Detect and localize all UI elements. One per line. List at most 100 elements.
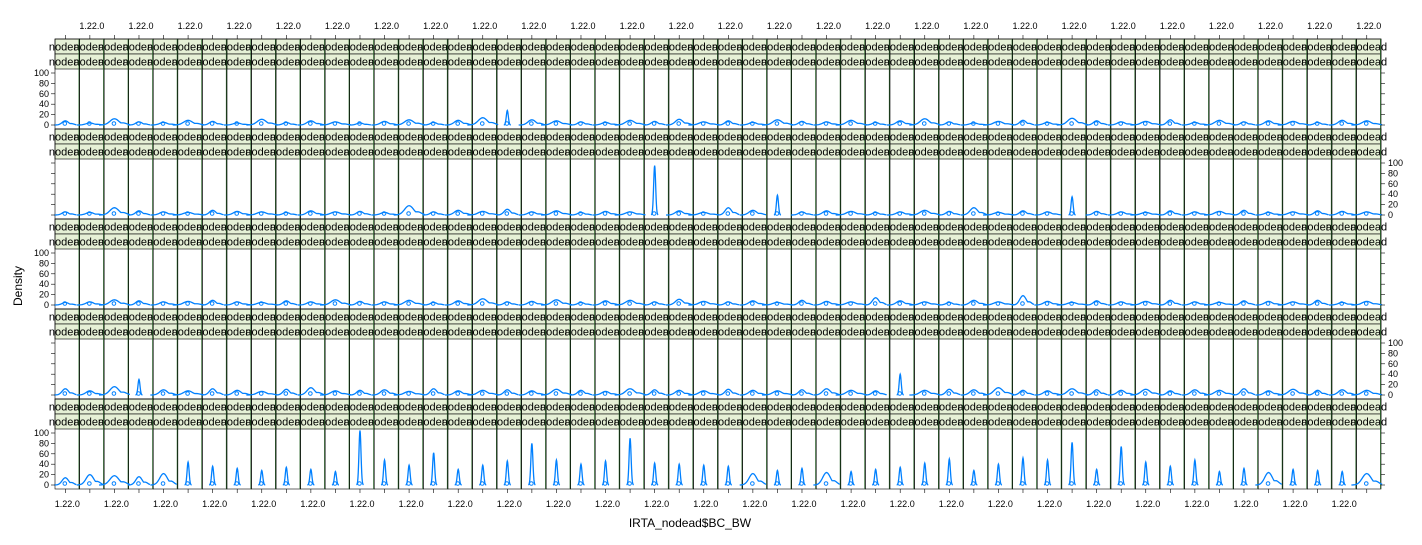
x-tick-label: 1.22.0: [276, 21, 301, 31]
rug-point: [676, 301, 682, 306]
strip-label: nodead: [1228, 42, 1265, 54]
strip-label: nodead: [344, 147, 381, 159]
strip-label: nodead: [589, 147, 626, 159]
strip-label: nodead: [1301, 402, 1338, 414]
strip-label: nodead: [1056, 42, 1093, 54]
rug-point: [897, 391, 903, 396]
strip-label: nodead: [663, 237, 700, 249]
rug-point: [479, 301, 485, 306]
strip-label: nodead: [908, 42, 945, 54]
density-curve: [1277, 388, 1309, 396]
rug-point: [1265, 121, 1271, 126]
density-curve: [246, 301, 278, 306]
rug-point: [627, 301, 632, 306]
strip-label: nodead: [270, 327, 307, 339]
rug-point: [283, 121, 289, 126]
x-tick-label: 1.22.0: [104, 499, 129, 509]
x-tick-label: 1.22.0: [742, 499, 767, 509]
rug-point: [332, 211, 338, 216]
x-tick-label: 1.22.0: [570, 21, 595, 31]
rug-point: [455, 301, 461, 306]
strip-label: nodead: [1301, 327, 1338, 339]
rug-point: [872, 211, 878, 216]
y-tick-label: 0: [1388, 390, 1393, 400]
x-tick-label: 1.22.0: [251, 499, 276, 509]
rug-point: [1339, 391, 1345, 396]
density-curve: [1011, 119, 1035, 126]
strip-label: nodead: [859, 42, 896, 54]
rug-point: [357, 211, 362, 216]
strip-label: nodead: [810, 222, 847, 234]
density-curve: [569, 121, 593, 126]
strip-label: nodead: [73, 402, 110, 414]
strip-label: nodead: [565, 417, 602, 429]
strip-label: nodead: [687, 57, 724, 69]
x-tick-label: 1.22.0: [423, 21, 448, 31]
density-curve: [518, 390, 546, 396]
strip-label: nodead: [1007, 237, 1044, 249]
strip-label: nodead: [294, 417, 331, 429]
strip-label: nodead: [1154, 57, 1191, 69]
strip-label: nodead: [393, 327, 430, 339]
strip-label: nodead: [172, 132, 209, 144]
strip-label: nodead: [466, 132, 503, 144]
rug-point: [1192, 211, 1197, 216]
strip-label: nodead: [859, 237, 896, 249]
rug-point: [1069, 301, 1074, 306]
density-curve: [393, 204, 425, 216]
strip-label: nodead: [957, 312, 994, 324]
rug-point: [627, 211, 632, 216]
density-curve: [665, 210, 693, 216]
strip-label: nodead: [957, 132, 994, 144]
strip-label: nodead: [786, 147, 823, 159]
strip-label: nodead: [344, 402, 381, 414]
density-curve: [54, 211, 77, 216]
strip-label: nodead: [368, 222, 405, 234]
strip-label: nodead: [761, 222, 798, 234]
strip-label: nodead: [491, 132, 528, 144]
density-curve: [1056, 301, 1088, 306]
strip-label: nodead: [123, 222, 160, 234]
strip-label: nodead: [1252, 327, 1289, 339]
strip-label: nodead: [1154, 42, 1191, 54]
rug-point: [87, 211, 92, 216]
x-tick-label: 1.22.0: [227, 21, 252, 31]
density-curve: [1255, 390, 1282, 396]
rug-point: [750, 211, 755, 216]
strip-label: nodead: [466, 327, 503, 339]
strip-label: nodead: [515, 312, 552, 324]
y-tick-label: 0: [44, 300, 49, 310]
strip-label: nodead: [147, 402, 184, 414]
x-tick-label: 1.22.0: [55, 499, 80, 509]
strip-label: nodead: [147, 327, 184, 339]
strip-label: nodead: [172, 417, 209, 429]
y-axis-label: Density: [11, 266, 25, 306]
density-curve: [960, 207, 988, 216]
density-curve: [356, 430, 364, 486]
strip-label: nodead: [1129, 57, 1166, 69]
strip-label: nodead: [1326, 132, 1363, 144]
strip-label: nodead: [565, 42, 602, 54]
strip-label: nodead: [884, 147, 921, 159]
strip-label: nodead: [1277, 237, 1314, 249]
rug-point: [529, 391, 534, 396]
rug-point: [1118, 301, 1124, 306]
density-curve: [1255, 471, 1283, 486]
strip-label: nodead: [712, 417, 749, 429]
density-curve: [98, 474, 131, 486]
x-tick-label: 1.22.0: [890, 499, 915, 509]
strip-label: nodead: [417, 147, 454, 159]
strip-label: nodead: [761, 402, 798, 414]
strip-label: nodead: [1154, 132, 1191, 144]
strip-label: nodead: [515, 42, 552, 54]
rug-point: [971, 481, 976, 486]
strip-label: nodead: [515, 237, 552, 249]
rug-point: [1020, 301, 1025, 306]
rug-point: [283, 481, 289, 486]
strip-label: nodead: [1252, 222, 1289, 234]
density-curve: [592, 300, 619, 306]
strip-label: nodead: [1031, 147, 1068, 159]
strip-label: nodead: [1031, 222, 1068, 234]
strip-label: nodead: [1350, 402, 1387, 414]
